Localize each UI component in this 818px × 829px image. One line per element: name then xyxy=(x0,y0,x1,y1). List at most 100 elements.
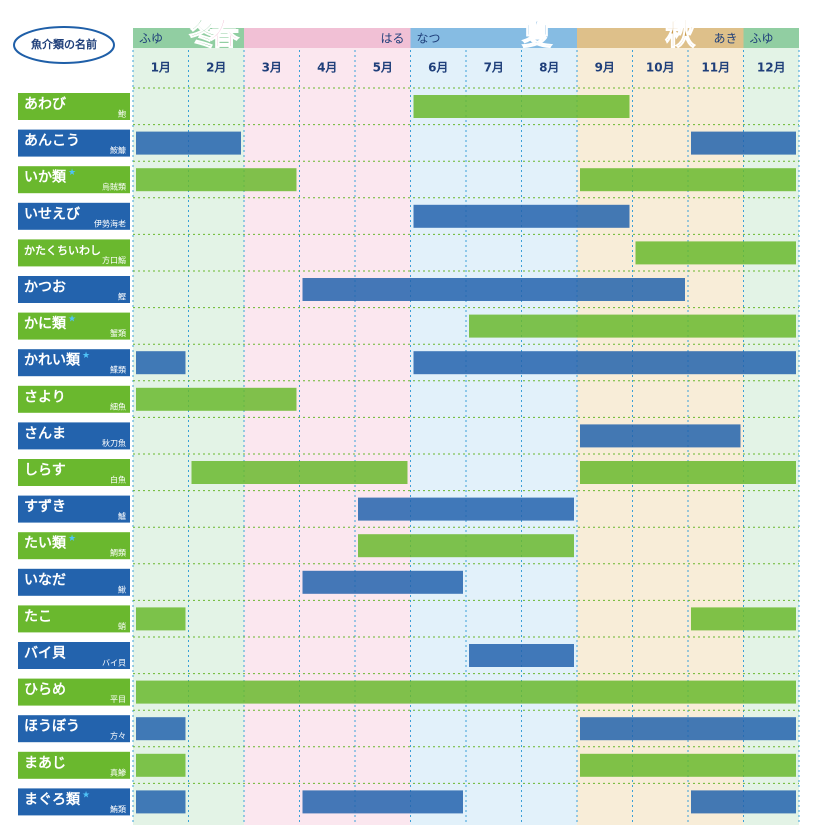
fish-name: さんま xyxy=(24,426,66,442)
fish-name: いか類 xyxy=(24,170,67,186)
name-box xyxy=(18,422,130,450)
fish-kanji: 蛸 xyxy=(118,621,126,631)
month-label: 5月 xyxy=(373,61,393,75)
fish-kanji: 鰹 xyxy=(118,292,126,302)
name-box xyxy=(18,202,130,230)
season-bar xyxy=(413,351,796,375)
name-box xyxy=(18,642,130,669)
season-bar xyxy=(136,387,297,411)
season-bar xyxy=(413,95,630,118)
fish-kanji: 方々 xyxy=(110,731,126,741)
fish-name: しらす xyxy=(24,463,66,479)
name-box xyxy=(18,495,130,523)
season-bar xyxy=(302,790,463,814)
season-bar xyxy=(580,717,796,741)
name-box xyxy=(18,239,130,267)
fish-kanji: 真鯵 xyxy=(110,767,126,777)
month-label: 10月 xyxy=(646,61,675,75)
month-label: 2月 xyxy=(206,61,226,75)
name-box xyxy=(18,788,130,816)
season-kanji: 夏 xyxy=(522,18,553,53)
season-column xyxy=(244,28,411,825)
season-bar xyxy=(136,607,186,631)
season-kanji: 春 xyxy=(209,18,239,53)
fish-name: いなだ xyxy=(24,572,66,588)
season-kanji: 冬 xyxy=(189,18,219,53)
name-box xyxy=(18,349,130,377)
star: ★ xyxy=(68,534,76,544)
season-bar xyxy=(136,680,796,704)
name-box xyxy=(18,532,130,560)
fish-name: かれい類 xyxy=(24,353,81,369)
month-label: 12月 xyxy=(757,61,786,75)
name-box xyxy=(18,459,130,486)
season-band xyxy=(577,28,744,48)
season-band xyxy=(410,28,577,48)
star: ★ xyxy=(68,168,76,178)
season-label: ふゆ xyxy=(750,32,774,46)
month-label: 11月 xyxy=(701,61,730,75)
fish-name: かに類 xyxy=(24,316,67,332)
fish-kanji: 鮪類 xyxy=(110,804,126,814)
fish-name: たこ xyxy=(24,609,52,625)
month-label: 7月 xyxy=(484,61,504,75)
season-bar xyxy=(358,497,574,521)
fish-kanji: 蟹類 xyxy=(110,328,126,338)
season-bar xyxy=(302,570,463,594)
title: 魚介類の名前 xyxy=(31,37,97,51)
month-label: 3月 xyxy=(262,61,282,75)
name-box xyxy=(18,385,130,413)
season-bar xyxy=(691,131,796,155)
name-box xyxy=(18,751,130,779)
season-bar xyxy=(136,131,241,155)
season-bar xyxy=(302,278,685,301)
fish-name: バイ貝 xyxy=(24,646,66,662)
name-box xyxy=(18,166,130,194)
fish-kanji: 白魚 xyxy=(110,475,126,485)
month-label: 1月 xyxy=(151,61,171,75)
fish-name: ほうぼう xyxy=(24,719,80,735)
fish-kanji: 烏賊類 xyxy=(102,182,126,192)
fish-name: たい類 xyxy=(24,536,67,552)
season-bar xyxy=(469,644,574,667)
season-label: ふゆ xyxy=(139,32,163,46)
name-box xyxy=(18,276,130,303)
fish-name: あわび xyxy=(24,97,67,113)
fish-kanji: 鮟鱇 xyxy=(110,145,126,155)
name-box xyxy=(18,678,130,706)
season-band xyxy=(133,28,244,48)
season-bar xyxy=(136,351,186,375)
season-bar xyxy=(580,424,741,448)
season-bar xyxy=(136,168,297,192)
season-bar xyxy=(580,461,796,484)
season-label: なつ xyxy=(417,32,441,46)
season-bar xyxy=(691,790,796,814)
season-band xyxy=(244,28,411,48)
title-pill xyxy=(13,26,115,64)
month-label: 6月 xyxy=(428,61,448,75)
season-bar xyxy=(136,753,186,777)
fish-name: さより xyxy=(24,389,66,405)
season-bar xyxy=(469,314,796,338)
season-bar xyxy=(580,753,796,777)
fish-kanji: 方口鰯 xyxy=(102,255,126,265)
fish-name: あんこう xyxy=(24,133,80,149)
season-bar xyxy=(413,204,630,228)
season-column xyxy=(410,28,577,825)
season-bar xyxy=(136,790,186,814)
fish-kanji: バイ貝 xyxy=(102,659,126,668)
fish-kanji: 伊勢海老 xyxy=(94,218,126,228)
month-label: 8月 xyxy=(539,61,559,75)
name-box xyxy=(18,93,130,120)
name-box xyxy=(18,312,130,340)
season-bar xyxy=(136,717,186,741)
fish-kanji: 秋刀魚 xyxy=(102,438,126,448)
season-kanji: 秋 xyxy=(665,18,695,53)
season-bar xyxy=(358,534,574,558)
name-box xyxy=(18,715,130,743)
fish-name: かつお xyxy=(24,280,66,296)
season-band xyxy=(743,28,799,48)
fish-name: かたくちいわし xyxy=(24,244,101,257)
season-bar xyxy=(691,607,796,631)
